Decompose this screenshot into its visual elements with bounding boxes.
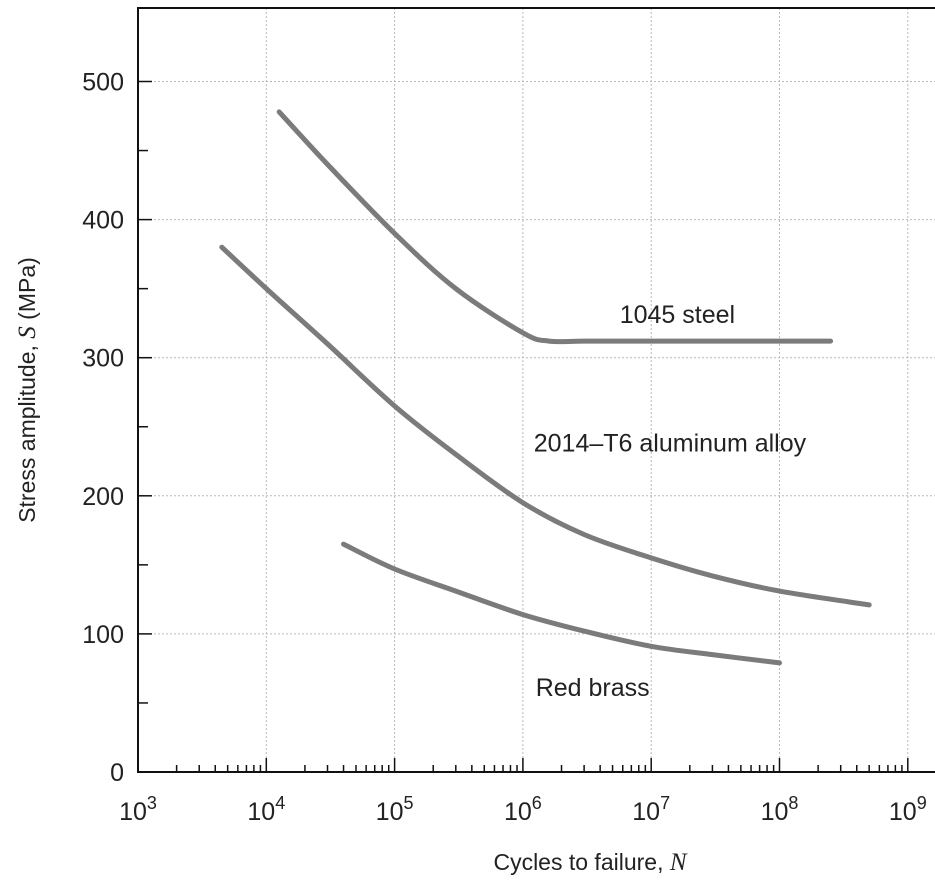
series-label-1045-steel: 1045 steel [620, 301, 735, 329]
y-tick-label: 300 [82, 345, 124, 373]
series-curves [219, 109, 872, 666]
y-axis-title: Stress amplitude, S (MPa) [14, 257, 41, 523]
series-line-red-brass [341, 541, 782, 666]
y-tick-label: 500 [82, 69, 124, 97]
x-axis-title: Cycles to failure, N [493, 849, 687, 876]
series-labels: 1045 steel 2014–T6 aluminum alloy Red bras… [534, 301, 807, 702]
x-tick-label: 104 [247, 793, 285, 826]
x-tick-label: 103 [119, 793, 157, 826]
series-line-2014-t6-aluminum-alloy [219, 244, 872, 608]
x-tick-label: 106 [504, 793, 542, 826]
y-tick-label: 400 [82, 207, 124, 235]
series-label-red-brass: Red brass [536, 674, 650, 702]
series-label-2014-t6-aluminum-alloy: 2014–T6 aluminum alloy [534, 430, 807, 458]
x-tick-label: 105 [376, 793, 414, 826]
plot-frame [137, 7, 935, 773]
y-tick-label: 0 [110, 759, 124, 787]
grid-lines [138, 8, 935, 772]
x-tick-labels: 103 104 105 106 107 108 109 [119, 793, 927, 826]
x-tick-label: 107 [632, 793, 670, 826]
y-tick-labels: 0 100 200 300 400 500 [82, 69, 124, 788]
x-tick-label: 108 [761, 793, 799, 826]
x-tick-label: 109 [889, 793, 927, 826]
y-tick-label: 200 [82, 483, 124, 511]
series-line-1045-steel [276, 109, 834, 345]
axis-ticks [137, 80, 909, 773]
y-tick-label: 100 [82, 621, 124, 649]
